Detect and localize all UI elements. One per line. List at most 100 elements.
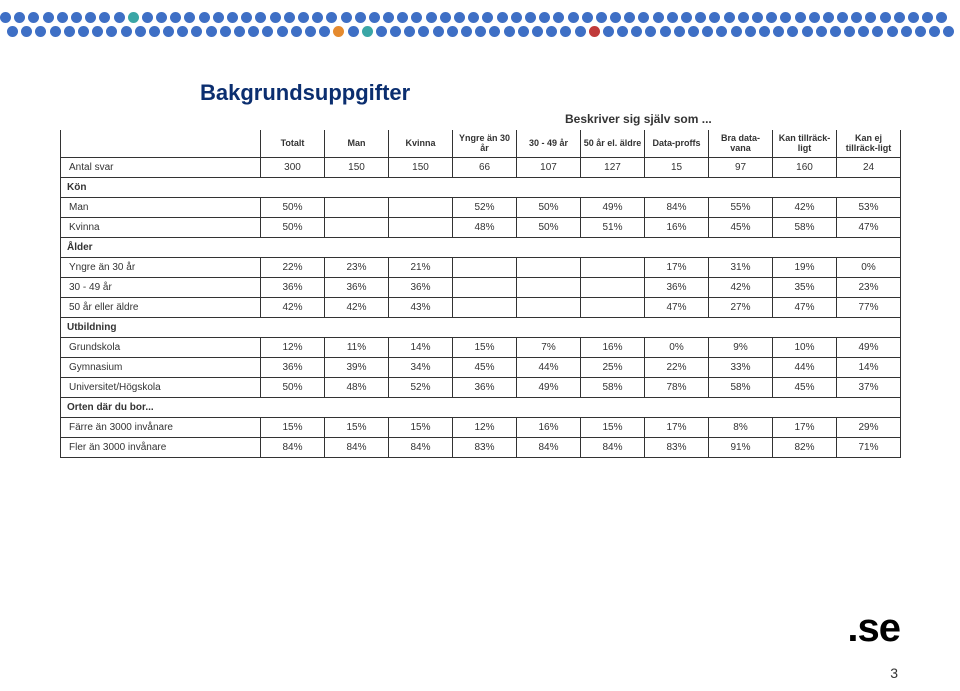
data-cell: 36% (453, 377, 517, 397)
data-cell: 22% (645, 357, 709, 377)
dots-row-2 (0, 26, 960, 37)
data-cell: 16% (581, 337, 645, 357)
data-cell: 48% (325, 377, 389, 397)
dot (759, 26, 770, 37)
decorative-dots (0, 12, 960, 37)
row-label: Kvinna (61, 217, 261, 237)
data-cell: 9% (709, 337, 773, 357)
dot (35, 26, 46, 37)
table-row: Kvinna50%48%50%51%16%45%58%47% (61, 217, 901, 237)
dot (255, 12, 266, 23)
data-cell: 47% (837, 217, 901, 237)
table-header-cell: Kan tillräck-ligt (773, 130, 837, 157)
data-cell: 52% (389, 377, 453, 397)
row-label: Man (61, 197, 261, 217)
dot (78, 26, 89, 37)
table-row: Antal svar30015015066107127159716024 (61, 157, 901, 177)
data-cell: 15% (325, 417, 389, 437)
data-cell (325, 197, 389, 217)
table-header-cell: Bra data-vana (709, 130, 773, 157)
data-cell: 15% (389, 417, 453, 437)
data-cell (389, 217, 453, 237)
data-cell: 53% (837, 197, 901, 217)
dot (504, 26, 515, 37)
table-header-cell: 30 - 49 år (517, 130, 581, 157)
data-cell: 50% (517, 197, 581, 217)
dot (156, 12, 167, 23)
data-cell: 58% (709, 377, 773, 397)
dot (341, 12, 352, 23)
dot (270, 12, 281, 23)
dot (837, 12, 848, 23)
data-cell: 22% (261, 257, 325, 277)
dot (518, 26, 529, 37)
data-cell: 15% (453, 337, 517, 357)
dot (922, 12, 933, 23)
dots-row-1 (0, 12, 960, 23)
row-label: Antal svar (61, 157, 261, 177)
dot (206, 26, 217, 37)
table-row: Fler än 3000 invånare84%84%84%83%84%84%8… (61, 437, 901, 457)
table-row: Orten där du bor... (61, 397, 901, 417)
dot (305, 26, 316, 37)
dot (0, 12, 11, 23)
dot (355, 12, 366, 23)
dot (823, 12, 834, 23)
data-cell: 82% (773, 437, 837, 457)
row-label: Grundskola (61, 337, 261, 357)
dot (894, 12, 905, 23)
dot (731, 26, 742, 37)
data-cell: 84% (325, 437, 389, 457)
table-row: Ålder (61, 237, 901, 257)
dot (575, 26, 586, 37)
data-cell: 36% (325, 277, 389, 297)
dot (702, 26, 713, 37)
data-cell: 0% (645, 337, 709, 357)
dot (674, 26, 685, 37)
data-cell (581, 297, 645, 317)
table-header-cell: Kvinna (389, 130, 453, 157)
dot (624, 12, 635, 23)
data-cell: 71% (837, 437, 901, 457)
table-row: 30 - 49 år36%36%36%36%42%35%23% (61, 277, 901, 297)
table-row: Universitet/Högskola50%48%52%36%49%58%78… (61, 377, 901, 397)
row-label: 50 år eller äldre (61, 297, 261, 317)
dot (262, 26, 273, 37)
data-cell: 16% (645, 217, 709, 237)
data-cell: 77% (837, 297, 901, 317)
data-cell: 45% (709, 217, 773, 237)
data-cell (453, 277, 517, 297)
dot (114, 12, 125, 23)
dot (348, 26, 359, 37)
data-cell: 51% (581, 217, 645, 237)
table-header-row: TotaltManKvinnaYngre än 30 år30 - 49 år5… (61, 130, 901, 157)
dot (858, 26, 869, 37)
dot (631, 26, 642, 37)
dot (929, 26, 940, 37)
dot (14, 12, 25, 23)
data-cell (453, 297, 517, 317)
data-cell: 49% (517, 377, 581, 397)
dot (653, 12, 664, 23)
page-number: 3 (890, 665, 898, 681)
dot (184, 12, 195, 23)
dot (28, 12, 39, 23)
dot (447, 26, 458, 37)
dot (681, 12, 692, 23)
data-cell: 97 (709, 157, 773, 177)
data-cell (389, 197, 453, 217)
row-label: 30 - 49 år (61, 277, 261, 297)
data-cell: 37% (837, 377, 901, 397)
dot (844, 26, 855, 37)
dot (546, 26, 557, 37)
dot (915, 26, 926, 37)
dot (468, 12, 479, 23)
dot (397, 12, 408, 23)
dot (596, 12, 607, 23)
dot (660, 26, 671, 37)
data-cell: 84% (645, 197, 709, 217)
row-label: Färre än 3000 invånare (61, 417, 261, 437)
data-cell: 78% (645, 377, 709, 397)
dot (887, 26, 898, 37)
data-cell: 84% (261, 437, 325, 457)
